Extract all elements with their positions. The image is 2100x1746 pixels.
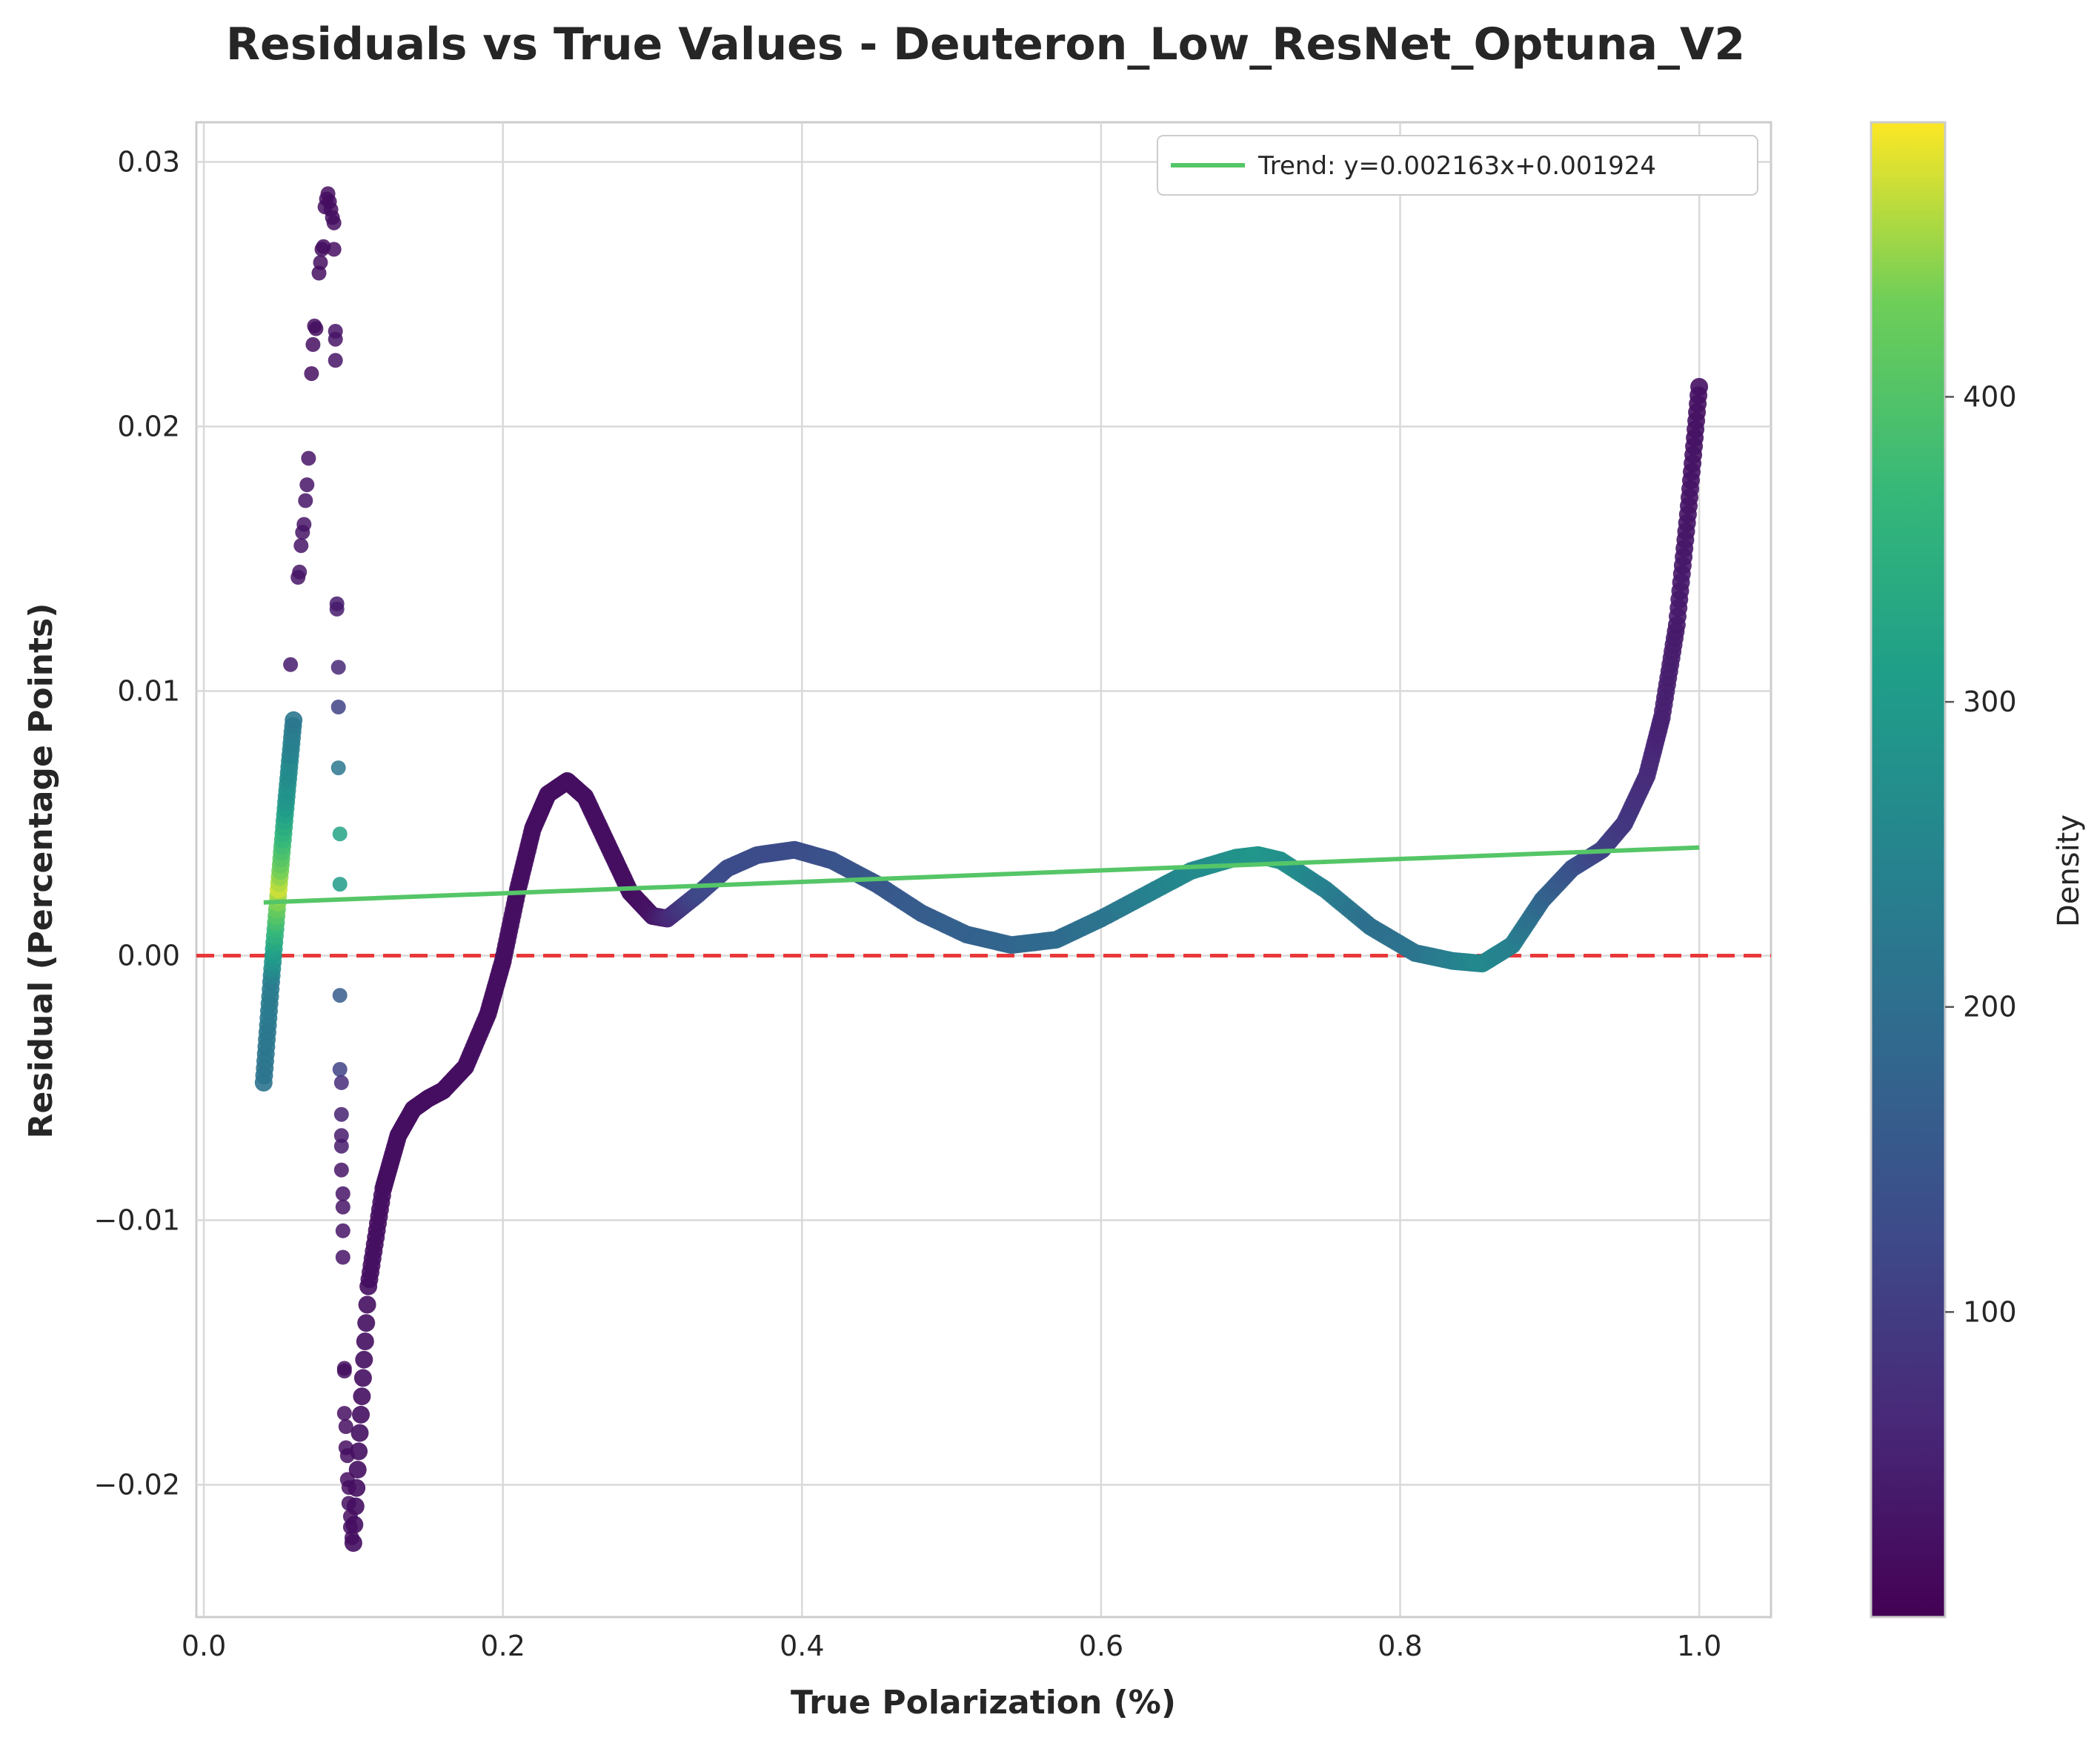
data-point bbox=[332, 1062, 348, 1077]
data-point bbox=[335, 1249, 350, 1265]
data-point bbox=[336, 1364, 352, 1378]
data-point bbox=[301, 451, 316, 466]
legend-trend-label: Trend: y=0.002163x+0.001924 bbox=[1257, 151, 1656, 181]
data-point bbox=[326, 215, 342, 230]
data-point bbox=[329, 601, 345, 617]
data-point bbox=[333, 1162, 349, 1178]
x-tick-label: 1.0 bbox=[1677, 1630, 1721, 1662]
data-point bbox=[333, 1138, 349, 1154]
data-point bbox=[356, 1332, 374, 1350]
colorbar-tick-label: 300 bbox=[1963, 686, 2017, 718]
y-tick-label: 0.02 bbox=[117, 411, 180, 443]
y-tick-labels: −0.02 −0.01 0.00 0.01 0.02 0.03 bbox=[94, 146, 180, 1501]
data-point bbox=[335, 1223, 350, 1238]
data-point bbox=[332, 826, 348, 842]
data-point bbox=[336, 1406, 352, 1421]
data-point bbox=[350, 1424, 369, 1442]
data-point bbox=[305, 336, 321, 352]
data-point bbox=[353, 1387, 371, 1406]
data-point bbox=[308, 321, 324, 336]
data-point bbox=[313, 255, 328, 270]
y-axis-label: Residual (Percentage Points) bbox=[22, 603, 60, 1139]
data-point bbox=[358, 1295, 376, 1314]
data-point bbox=[330, 660, 346, 675]
plot-area bbox=[195, 121, 1772, 1619]
colorbar-tick-label: 400 bbox=[1963, 380, 2017, 413]
y-tick-label: 0.00 bbox=[117, 940, 180, 972]
data-point bbox=[326, 242, 342, 257]
data-point bbox=[341, 1496, 356, 1511]
data-point bbox=[342, 1509, 358, 1524]
data-point bbox=[333, 1106, 349, 1122]
data-point bbox=[296, 517, 312, 532]
data-point bbox=[299, 477, 315, 493]
data-point bbox=[332, 877, 348, 892]
residual-points bbox=[254, 186, 1709, 1552]
data-point bbox=[352, 1405, 370, 1424]
data-point bbox=[355, 1350, 373, 1369]
data-point bbox=[332, 988, 348, 1003]
data-point bbox=[339, 1448, 355, 1464]
data-point bbox=[285, 711, 303, 729]
data-point bbox=[1690, 378, 1709, 396]
trend-line bbox=[263, 845, 1700, 905]
data-point bbox=[344, 1530, 359, 1545]
legend-box bbox=[1157, 135, 1758, 196]
x-axis-label: True Polarization (%) bbox=[791, 1684, 1176, 1722]
y-tick-label: 0.03 bbox=[117, 146, 180, 179]
colorbar: 100 200 300 400 Density bbox=[1870, 121, 2086, 1619]
data-point bbox=[335, 1186, 350, 1201]
x-tick-labels: 0.0 0.2 0.4 0.6 0.8 1.0 bbox=[182, 1630, 1721, 1662]
y-tick-label: −0.02 bbox=[94, 1469, 180, 1501]
x-tick-label: 0.8 bbox=[1378, 1630, 1422, 1662]
y-tick-label: 0.01 bbox=[117, 675, 180, 708]
data-point bbox=[328, 331, 343, 347]
data-point bbox=[353, 1369, 372, 1387]
data-point bbox=[348, 1461, 367, 1479]
data-point bbox=[283, 657, 299, 672]
data-point bbox=[333, 1128, 349, 1143]
colorbar-tick-label: 200 bbox=[1963, 991, 2017, 1023]
colorbar-gradient bbox=[1870, 121, 1947, 1619]
data-point bbox=[292, 564, 308, 580]
data-point bbox=[304, 366, 319, 382]
x-tick-label: 0.4 bbox=[780, 1630, 824, 1662]
y-tick-label: −0.01 bbox=[94, 1204, 180, 1237]
data-point bbox=[333, 1075, 349, 1090]
colorbar-tick-label: 100 bbox=[1963, 1295, 2017, 1328]
x-tick-label: 0.6 bbox=[1079, 1630, 1123, 1662]
data-point bbox=[357, 1314, 376, 1332]
data-point bbox=[338, 1419, 353, 1434]
data-point bbox=[335, 1199, 350, 1215]
chart-title: Residuals vs True Values - Deuteron_Low_… bbox=[226, 19, 1745, 70]
x-tick-label: 0.2 bbox=[480, 1630, 525, 1662]
data-point bbox=[341, 1480, 356, 1496]
data-point bbox=[298, 493, 313, 508]
colorbar-tick-labels: 100 200 300 400 bbox=[1945, 380, 2017, 1328]
data-point bbox=[330, 760, 346, 776]
colorbar-label: Density bbox=[2052, 814, 2086, 927]
legend: Trend: y=0.002163x+0.001924 bbox=[1157, 135, 1758, 196]
x-tick-label: 0.0 bbox=[182, 1630, 226, 1662]
data-point bbox=[330, 700, 346, 714]
data-point bbox=[328, 353, 343, 368]
data-point bbox=[293, 538, 309, 554]
